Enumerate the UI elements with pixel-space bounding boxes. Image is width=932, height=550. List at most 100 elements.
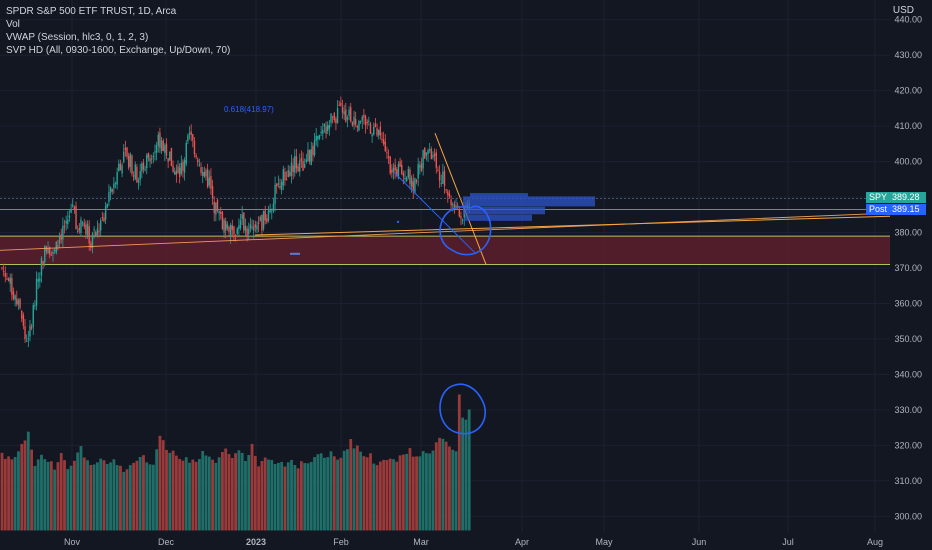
candle-body	[178, 167, 181, 178]
candle-body	[315, 136, 317, 141]
candle-body	[264, 210, 266, 221]
candle-body	[233, 226, 235, 235]
x-tick-label: Dec	[158, 537, 175, 547]
candle-body	[34, 305, 36, 307]
volume-bar	[313, 457, 316, 531]
candle-body	[442, 171, 444, 184]
candle-body	[313, 140, 316, 155]
candle-body	[294, 155, 296, 173]
volume-bar	[257, 466, 261, 531]
volume-bar	[411, 456, 415, 531]
candle-body	[433, 153, 436, 156]
candle-body	[399, 161, 401, 167]
candle-body	[402, 173, 405, 177]
candle-body	[452, 204, 454, 206]
y-tick-label: 320.00	[894, 440, 922, 450]
candle-body	[405, 177, 408, 182]
volume-bar	[250, 443, 254, 531]
candle-body	[119, 163, 122, 171]
candle-body	[200, 167, 202, 173]
volume-bar	[339, 457, 343, 531]
volume-bar	[467, 409, 471, 531]
candle-body	[98, 230, 100, 233]
volume-bar	[444, 441, 448, 531]
volume-bar	[23, 440, 27, 531]
y-tick-label: 310.00	[894, 476, 922, 486]
candle-body	[448, 193, 451, 197]
candle-body	[218, 211, 220, 214]
candle-body	[338, 104, 340, 106]
x-tick-label: Jul	[782, 537, 794, 547]
candle-body	[22, 315, 25, 326]
volume-bar	[296, 468, 300, 531]
volume-bar	[30, 449, 34, 531]
candle-body	[95, 232, 97, 236]
candle-body	[409, 169, 411, 184]
volume-bar	[36, 459, 40, 531]
candle-body	[249, 224, 252, 229]
candle-body	[299, 160, 301, 172]
candle-body	[277, 183, 280, 185]
candle-body	[414, 178, 416, 193]
candle-body	[100, 220, 102, 231]
volume-bar	[161, 440, 165, 531]
candle-body	[248, 228, 250, 235]
candle-body	[67, 219, 69, 225]
candle-body	[103, 217, 105, 222]
candle-body	[12, 291, 15, 299]
volume-bar	[372, 463, 376, 531]
candle-body	[90, 243, 92, 248]
volume-bar	[82, 457, 86, 531]
candle-body	[271, 210, 273, 212]
candle-body	[322, 129, 324, 134]
candle-body	[45, 246, 48, 252]
candle-body	[364, 116, 367, 126]
currency-label[interactable]: USD	[892, 5, 914, 16]
volume-bar	[395, 461, 399, 531]
candle-body	[373, 126, 375, 135]
volume-bar	[194, 461, 198, 531]
volume-bar	[119, 465, 122, 531]
volume-bar	[89, 464, 93, 531]
volume-bar	[217, 457, 221, 531]
symbol-title[interactable]: SPDR S&P 500 ETF TRUST, 1D, Arca	[6, 6, 177, 17]
candle-body	[369, 123, 372, 134]
volume-bar	[40, 454, 43, 531]
candle-body	[88, 226, 90, 244]
candle-body	[137, 180, 140, 183]
support-zone	[0, 235, 890, 265]
volume-bar	[155, 449, 159, 531]
y-tick-label: 350.00	[894, 334, 922, 344]
candle-body	[407, 169, 410, 178]
volume-indicator-label[interactable]: Vol	[6, 19, 20, 30]
volume-bar	[10, 459, 14, 531]
candle-body	[378, 130, 380, 136]
candle-body	[187, 135, 189, 142]
candle-body	[68, 215, 71, 218]
vwap-indicator-label[interactable]: VWAP (Session, hlc3, 0, 1, 2, 3)	[6, 32, 149, 43]
candle-body	[440, 183, 442, 185]
y-tick-label: 370.00	[894, 263, 922, 273]
y-axis[interactable]: 300.00 310.00 320.00 330.00 340.00 350.00 360.…	[894, 15, 922, 522]
volume-bar	[276, 462, 280, 531]
volume-bar	[204, 455, 208, 531]
x-axis[interactable]: Nov Dec 2023 Feb Mar Apr May Jun Jul Aug	[64, 537, 883, 547]
volume-bar	[418, 456, 422, 531]
candle-body	[318, 134, 321, 139]
annotation-circle-price	[439, 205, 492, 256]
candle-body	[348, 109, 350, 116]
candle-body	[368, 120, 370, 122]
volume-bar	[122, 471, 126, 531]
candle-body	[254, 224, 257, 228]
volume-bar	[198, 459, 201, 531]
candle-body	[182, 161, 184, 171]
candle-body	[374, 123, 377, 128]
svp-indicator-label[interactable]: SVP HD (All, 0930-1600, Exchange, Up/Dow…	[6, 45, 231, 56]
candle-body	[53, 249, 56, 252]
candle-body	[320, 131, 322, 134]
candle-body	[78, 228, 81, 231]
candle-body	[123, 151, 125, 162]
candle-body	[108, 192, 110, 203]
candle-body	[42, 261, 44, 265]
